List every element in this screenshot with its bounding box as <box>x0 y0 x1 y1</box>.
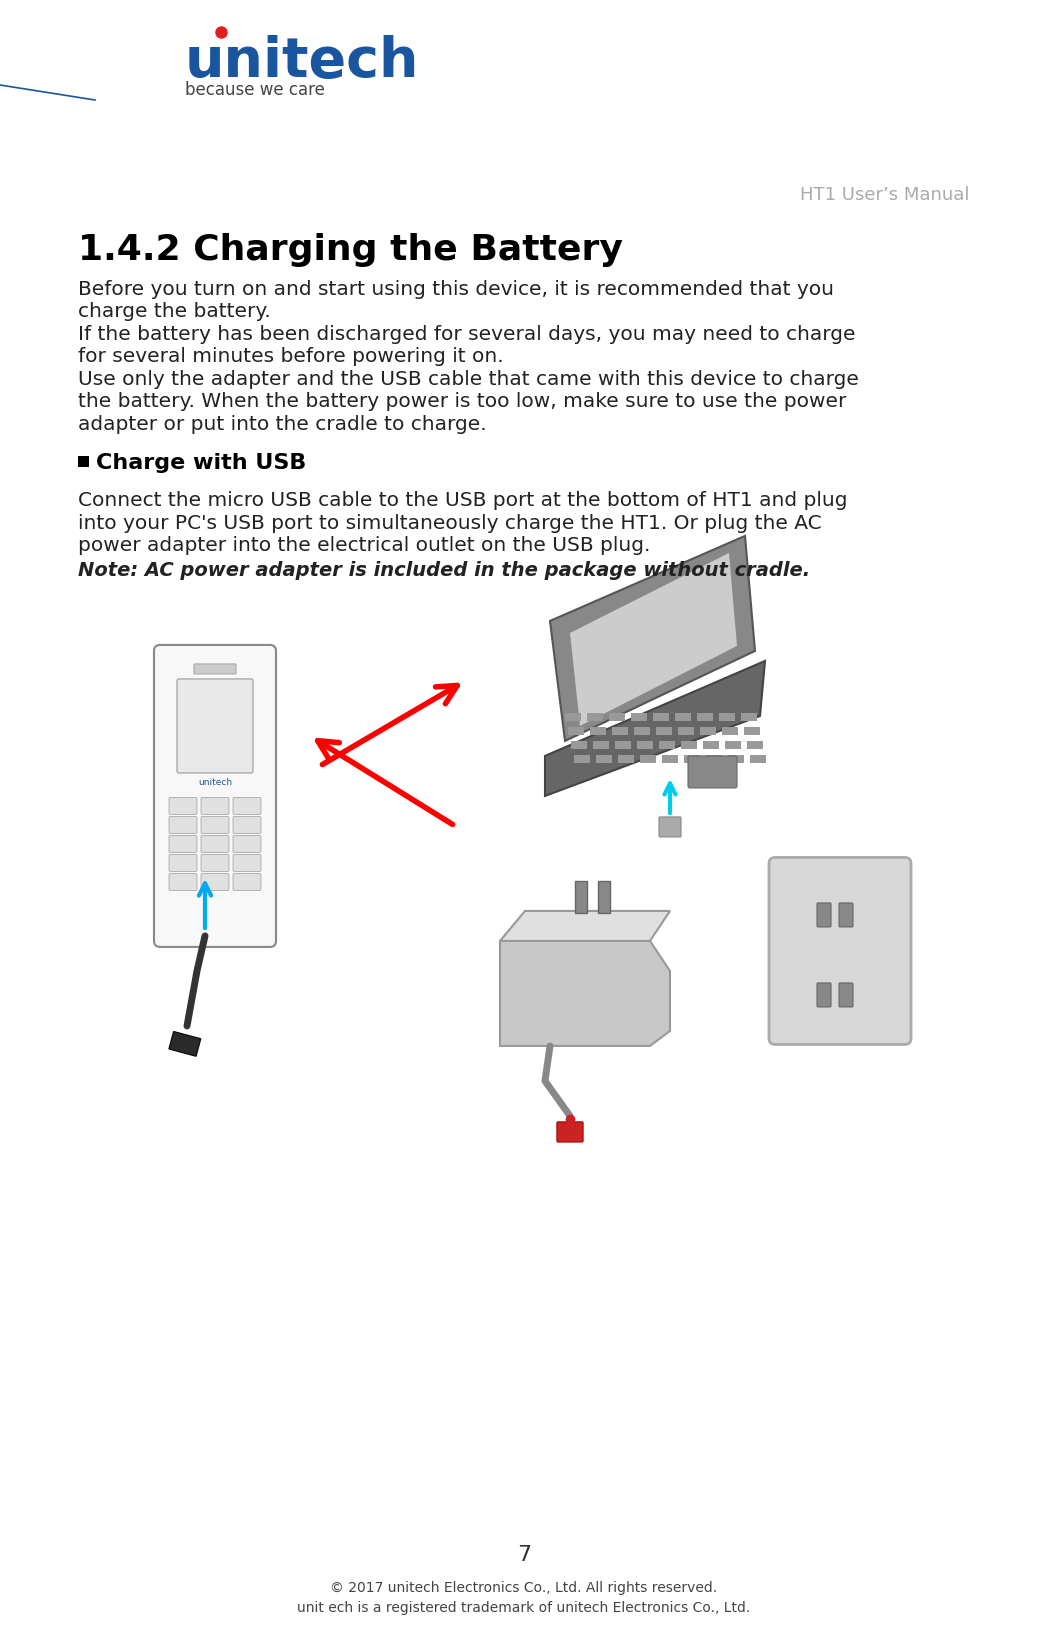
FancyBboxPatch shape <box>201 855 229 871</box>
Text: 1.4.2 Charging the Battery: 1.4.2 Charging the Battery <box>78 233 623 267</box>
FancyBboxPatch shape <box>688 756 737 789</box>
FancyBboxPatch shape <box>557 1122 583 1142</box>
Polygon shape <box>0 0 1049 450</box>
Bar <box>565 713 581 721</box>
Bar <box>634 728 650 734</box>
FancyBboxPatch shape <box>194 663 236 673</box>
Text: © 2017 unitech Electronics Co., Ltd. All rights reserved.: © 2017 unitech Electronics Co., Ltd. All… <box>330 1581 718 1596</box>
Bar <box>744 728 759 734</box>
FancyBboxPatch shape <box>169 835 197 853</box>
FancyBboxPatch shape <box>233 835 261 853</box>
Text: Use only the adapter and the USB cable that came with this device to charge: Use only the adapter and the USB cable t… <box>78 370 859 389</box>
Polygon shape <box>545 662 765 795</box>
Text: Note: AC power adapter is included in the package without cradle.: Note: AC power adapter is included in th… <box>78 561 810 579</box>
FancyBboxPatch shape <box>233 873 261 891</box>
Polygon shape <box>550 536 755 741</box>
Polygon shape <box>500 911 670 940</box>
FancyBboxPatch shape <box>817 903 831 927</box>
FancyBboxPatch shape <box>169 873 197 891</box>
Text: into your PC's USB port to simultaneously charge the HT1. Or plug the AC: into your PC's USB port to simultaneousl… <box>78 513 821 533</box>
Polygon shape <box>570 553 737 726</box>
Text: the battery. When the battery power is too low, make sure to use the power: the battery. When the battery power is t… <box>78 393 847 411</box>
Text: Before you turn on and start using this device, it is recommended that you: Before you turn on and start using this … <box>78 280 834 299</box>
Bar <box>652 713 669 721</box>
Bar <box>741 713 757 721</box>
Bar <box>631 713 647 721</box>
FancyBboxPatch shape <box>233 797 261 815</box>
Text: unitech: unitech <box>198 779 232 787</box>
Bar <box>575 881 587 912</box>
Bar <box>697 713 713 721</box>
FancyBboxPatch shape <box>177 678 253 772</box>
Text: 7: 7 <box>517 1544 531 1564</box>
Bar <box>593 741 609 749</box>
FancyBboxPatch shape <box>169 855 197 871</box>
Bar <box>703 741 719 749</box>
FancyBboxPatch shape <box>201 797 229 815</box>
FancyBboxPatch shape <box>659 817 681 837</box>
Bar <box>78 457 89 467</box>
Bar <box>722 728 738 734</box>
FancyBboxPatch shape <box>169 817 197 833</box>
Bar <box>637 741 652 749</box>
FancyBboxPatch shape <box>839 903 853 927</box>
Bar <box>684 756 700 762</box>
Bar <box>169 1031 200 1056</box>
Text: If the battery has been discharged for several days, you may need to charge: If the battery has been discharged for s… <box>78 325 856 343</box>
Bar <box>656 728 672 734</box>
Text: charge the battery.: charge the battery. <box>78 302 271 322</box>
Bar <box>728 756 744 762</box>
FancyBboxPatch shape <box>201 873 229 891</box>
Bar <box>747 741 763 749</box>
Bar <box>678 728 694 734</box>
Text: adapter or put into the cradle to charge.: adapter or put into the cradle to charge… <box>78 414 487 434</box>
Bar <box>659 741 675 749</box>
Bar <box>571 741 587 749</box>
FancyBboxPatch shape <box>817 983 831 1006</box>
Bar <box>662 756 678 762</box>
FancyBboxPatch shape <box>839 983 853 1006</box>
Bar <box>574 756 590 762</box>
Bar <box>725 741 741 749</box>
FancyBboxPatch shape <box>201 835 229 853</box>
Bar <box>719 713 735 721</box>
Bar <box>700 728 716 734</box>
FancyBboxPatch shape <box>154 645 276 947</box>
Bar <box>568 728 584 734</box>
Text: because we care: because we care <box>185 81 325 99</box>
Text: HT1 User’s Manual: HT1 User’s Manual <box>800 186 970 205</box>
FancyBboxPatch shape <box>169 797 197 815</box>
Text: Connect the micro USB cable to the USB port at the bottom of HT1 and plug: Connect the micro USB cable to the USB p… <box>78 492 848 510</box>
Bar <box>596 756 612 762</box>
FancyBboxPatch shape <box>769 858 911 1044</box>
Polygon shape <box>500 940 670 1046</box>
Text: unit ech is a registered trademark of unitech Electronics Co., Ltd.: unit ech is a registered trademark of un… <box>297 1600 751 1615</box>
Bar <box>590 728 606 734</box>
Bar <box>587 713 603 721</box>
Bar <box>598 881 611 912</box>
Bar <box>681 741 697 749</box>
Bar <box>609 713 625 721</box>
Bar <box>612 728 628 734</box>
Bar <box>640 756 656 762</box>
Bar <box>615 741 631 749</box>
FancyBboxPatch shape <box>233 817 261 833</box>
FancyBboxPatch shape <box>201 817 229 833</box>
Text: unitech: unitech <box>185 35 420 89</box>
Bar <box>675 713 691 721</box>
Bar <box>618 756 634 762</box>
FancyBboxPatch shape <box>233 855 261 871</box>
Bar <box>706 756 722 762</box>
Text: power adapter into the electrical outlet on the USB plug.: power adapter into the electrical outlet… <box>78 536 650 554</box>
Text: for several minutes before powering it on.: for several minutes before powering it o… <box>78 348 504 366</box>
Bar <box>750 756 766 762</box>
Text: Charge with USB: Charge with USB <box>97 454 306 474</box>
